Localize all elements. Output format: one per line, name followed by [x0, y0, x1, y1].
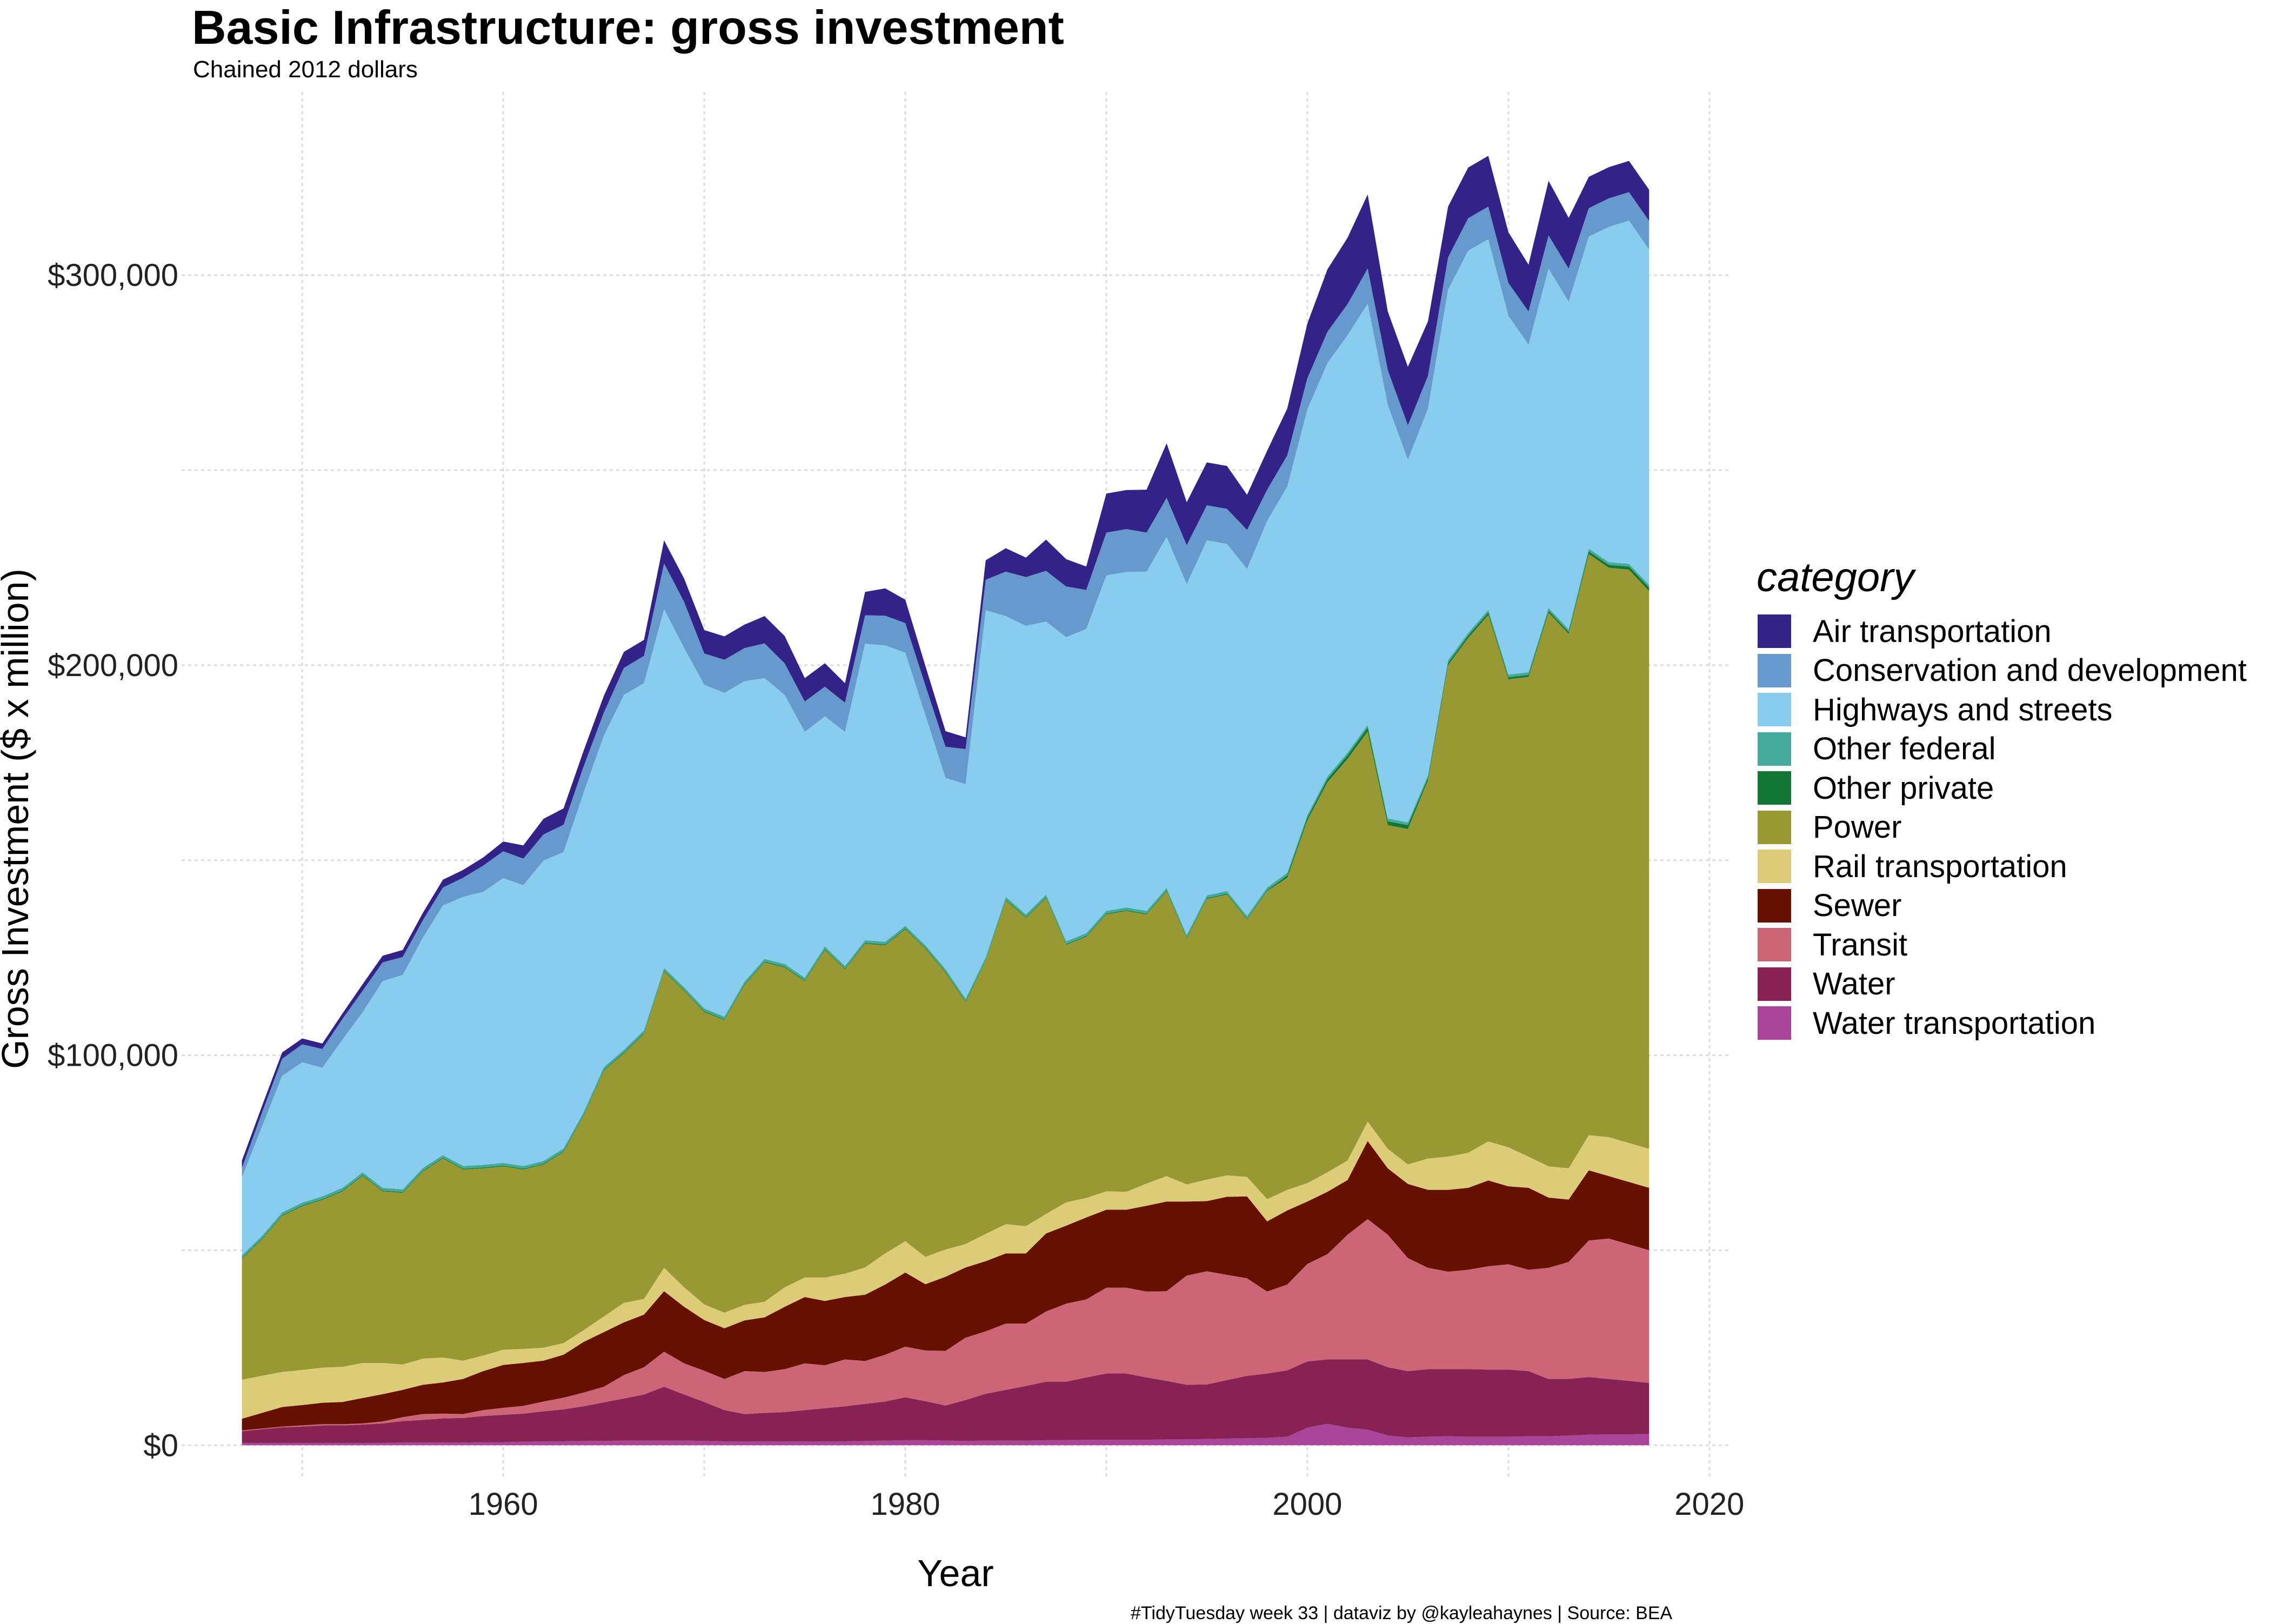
legend-swatch [1757, 887, 1792, 924]
stacked-areas [242, 156, 1650, 1446]
legend-label: Conservation and development [1813, 653, 2247, 689]
area-highways-and-streets [242, 220, 1650, 1255]
legend-swatch [1757, 966, 1792, 1002]
legend-items: Air transportation Conservation and devel… [1757, 612, 2247, 1043]
legend-title: category [1757, 554, 1914, 600]
y-tick-label: $200,000 [48, 648, 178, 683]
area-conservation-and-development [242, 192, 1650, 1178]
x-tick-label: 1960 [469, 1487, 538, 1522]
y-tick-label: $0 [143, 1428, 178, 1463]
area-water [242, 1359, 1650, 1443]
y-tick-label: $100,000 [48, 1038, 178, 1073]
legend-swatch [1757, 809, 1792, 845]
x-tick-label: 2000 [1272, 1487, 1342, 1522]
y-tick-label: $300,000 [48, 258, 178, 293]
legend-item: Water transportation [1757, 1004, 2247, 1043]
legend-label: Rail transportation [1813, 848, 2067, 884]
legend-swatch [1757, 848, 1792, 885]
area-rail-transportation [242, 1121, 1650, 1419]
legend-label: Water [1813, 966, 1895, 1002]
legend-swatch [1757, 652, 1792, 689]
area-sewer [242, 1141, 1650, 1431]
legend-label: Water transportation [1813, 1005, 2096, 1041]
area-power [242, 554, 1650, 1380]
legend-item: Conservation and development [1757, 651, 2247, 691]
chart-subtitle: Chained 2012 dollars [193, 56, 418, 83]
legend-swatch [1757, 613, 1792, 650]
caption: #TidyTuesday week 33 | dataviz by @kayle… [1131, 1603, 1673, 1623]
x-tick-label: 2020 [1674, 1487, 1744, 1522]
legend-item: Other federal [1757, 730, 2247, 769]
legend-swatch [1757, 927, 1792, 963]
legend-item: Other private [1757, 768, 2247, 808]
area-transit [242, 1219, 1650, 1432]
legend-label: Other private [1813, 770, 1994, 806]
legend-label: Air transportation [1813, 613, 2052, 649]
area-air-transportation [242, 156, 1650, 1168]
legend-swatch [1757, 1005, 1792, 1041]
legend-item: Highways and streets [1757, 690, 2247, 730]
x-axis-title: Year [917, 1552, 993, 1594]
legend-item: Water [1757, 965, 2247, 1004]
legend-item: Transit [1757, 925, 2247, 965]
legend-swatch [1757, 692, 1792, 728]
legend-label: Power [1813, 810, 1902, 845]
chart-title: Basic Infrastructure: gross investment [192, 1, 1064, 54]
y-axis-title: Gross Investment ($ x million) [0, 569, 36, 1069]
area-water-transportation [242, 1423, 1650, 1446]
legend-swatch [1757, 731, 1792, 767]
legend-label: Transit [1813, 927, 1908, 963]
x-tick-label: 1980 [870, 1487, 940, 1522]
legend-item: Air transportation [1757, 612, 2247, 651]
legend-label: Highways and streets [1813, 692, 2113, 727]
legend-item: Rail transportation [1757, 847, 2247, 886]
legend-item: Power [1757, 808, 2247, 847]
axis-ticks: $0 $100,000 $200,000 $300,000 1960 1980 2000 20… [48, 258, 1744, 1522]
legend-label: Other federal [1813, 731, 1996, 767]
legend-item: Sewer [1757, 886, 2247, 926]
legend: category Air transportation Conservation … [1757, 554, 2247, 1043]
legend-swatch [1757, 770, 1792, 806]
legend-label: Sewer [1813, 888, 1902, 924]
